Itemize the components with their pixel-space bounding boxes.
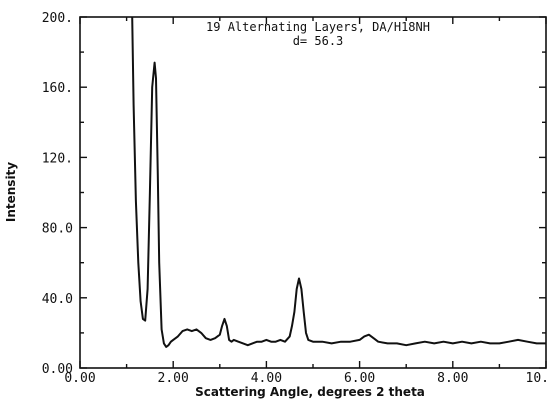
y-axis-title: Intensity [4, 162, 18, 222]
x-tick-label: 6.00 [344, 371, 375, 386]
y-tick-label: 160. [42, 81, 73, 96]
y-tick-label: 0.00 [42, 362, 73, 377]
y-tick-label: 120. [42, 151, 73, 166]
y-tick-labels: 0.00 40.0 80.0 120. 160. 200. [42, 11, 73, 377]
annotation-line-1: 19 Alternating Layers, DA/H18NH [206, 20, 430, 34]
y-tick-label: 200. [42, 11, 73, 26]
x-tick-label: 4.00 [251, 371, 282, 386]
x-tick-label: 0.00 [64, 371, 95, 386]
intensity-curve [131, 16, 546, 348]
x-tick-label: 8.00 [437, 371, 468, 386]
x-axis-title: Scattering Angle, degrees 2 theta [195, 385, 425, 399]
annotation-line-2: d= 56.3 [293, 34, 344, 48]
y-tick-label: 80.0 [42, 222, 73, 237]
y-tick-label: 40.0 [42, 292, 73, 307]
x-tick-labels: 0.00 2.00 4.00 6.00 8.00 10. [64, 371, 549, 386]
axis-ticks [79, 16, 547, 369]
x-tick-label: 10. [526, 371, 549, 386]
x-tick-label: 2.00 [158, 371, 189, 386]
